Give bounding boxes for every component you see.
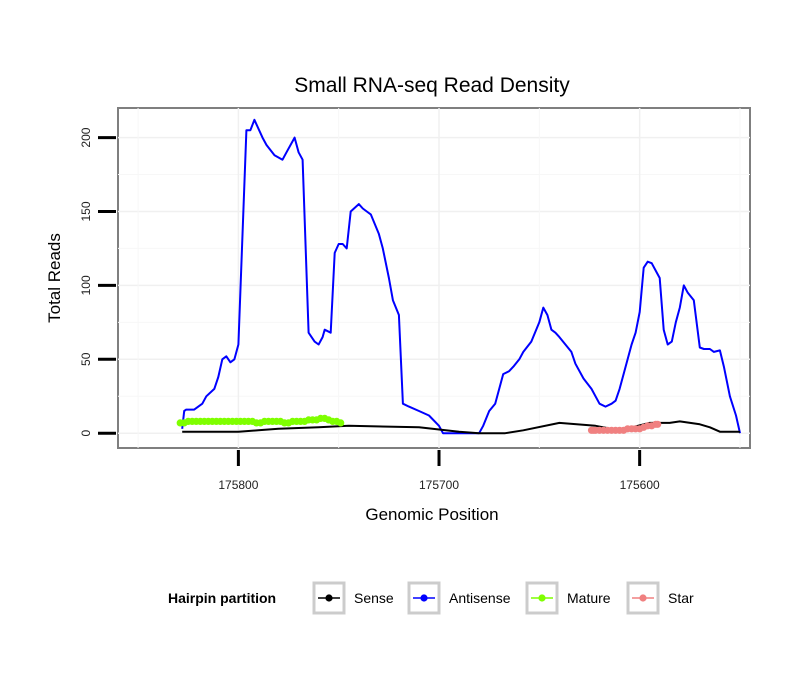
series-sense bbox=[182, 420, 740, 435]
y-tick-label: 150 bbox=[79, 201, 93, 221]
mature-point bbox=[337, 419, 345, 427]
legend-item-sense: Sense bbox=[312, 581, 394, 615]
legend-item-antisense: Antisense bbox=[407, 581, 511, 615]
series-mature bbox=[176, 414, 345, 427]
legend-item-star: Star bbox=[626, 581, 694, 615]
legend-dot-sense bbox=[325, 594, 333, 602]
plot-panel bbox=[117, 107, 751, 449]
legend-label-star: Star bbox=[668, 590, 694, 606]
legend-label-antisense: Antisense bbox=[449, 590, 511, 606]
grid-lines bbox=[118, 108, 750, 448]
legend-dot-antisense bbox=[420, 594, 428, 602]
y-axis: 0 50 100 150 200 bbox=[79, 127, 116, 437]
legend-dot-star bbox=[639, 594, 647, 602]
y-tick-label: 50 bbox=[79, 352, 93, 366]
legend-title: Hairpin partition bbox=[168, 590, 276, 606]
chart-title: Small RNA-seq Read Density bbox=[294, 74, 570, 97]
series-star bbox=[587, 420, 662, 434]
star-point bbox=[654, 420, 662, 428]
y-tick-label: 100 bbox=[79, 275, 93, 295]
y-tick-label: 200 bbox=[79, 127, 93, 147]
legend: Hairpin partition Sense Antisense Mature St… bbox=[168, 581, 694, 615]
x-tick-label: 175600 bbox=[620, 478, 660, 492]
y-axis-title: Total Reads bbox=[45, 233, 64, 323]
x-axis-title: Genomic Position bbox=[365, 505, 498, 524]
y-tick-label: 0 bbox=[79, 430, 93, 437]
legend-label-mature: Mature bbox=[567, 590, 611, 606]
x-tick-label: 175700 bbox=[419, 478, 459, 492]
legend-dot-mature bbox=[538, 594, 546, 602]
x-axis: 175800 175700 175600 bbox=[218, 450, 660, 492]
legend-item-mature: Mature bbox=[525, 581, 611, 615]
sense-line bbox=[182, 420, 740, 435]
legend-label-sense: Sense bbox=[354, 590, 394, 606]
x-tick-label: 175800 bbox=[218, 478, 258, 492]
series-layer bbox=[176, 118, 741, 435]
